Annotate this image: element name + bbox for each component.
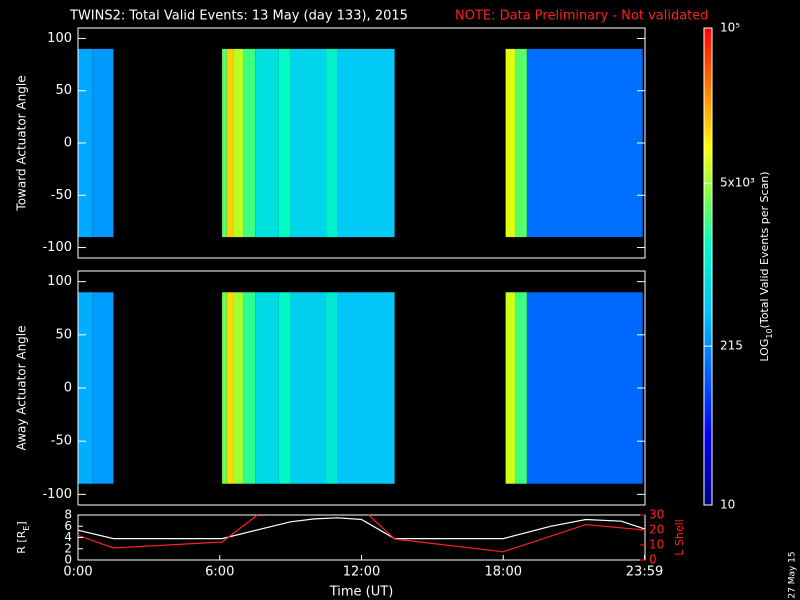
heat-cell <box>505 48 516 238</box>
y-tick-label: 50 <box>55 83 72 98</box>
colorbar-label-part: 10 <box>765 328 774 338</box>
x-tick-label: 18:00 <box>485 565 522 580</box>
y-tick-label: 50 <box>55 327 72 342</box>
heat-cell <box>290 48 327 238</box>
y2-tick-label: 30 <box>649 508 664 522</box>
note: NOTE: Data Preliminary - Not validated <box>455 9 709 24</box>
x-tick-label: 23:59 <box>626 565 663 580</box>
heat-cell <box>326 48 338 238</box>
heat-cell <box>233 48 244 238</box>
heat-cell <box>526 48 643 238</box>
y-tick-label: 6 <box>64 519 72 533</box>
y-axis-label-part: R [R <box>15 530 28 553</box>
y-tick-label: 8 <box>64 508 72 522</box>
y-tick-label: -100 <box>42 240 72 255</box>
y-axis-label: Away Actuator Angle <box>15 325 29 450</box>
colorbar-tick-label: 215 <box>720 339 743 353</box>
y2-tick-label: 0 <box>649 553 657 567</box>
y-tick-label: 0 <box>64 381 72 396</box>
y-tick-label: 100 <box>47 274 72 289</box>
x-tick-label: 12:00 <box>343 565 380 580</box>
colorbar-label-part: LOG <box>758 339 771 362</box>
series-line <box>77 517 646 540</box>
x-tick-label: 6:00 <box>205 565 234 580</box>
y2-axis-label: L Shell <box>673 519 686 555</box>
heat-cell <box>278 292 291 484</box>
heat-cell <box>222 292 227 484</box>
y-tick-label: -50 <box>51 188 72 203</box>
heat-cell <box>92 292 114 484</box>
colorbar-tick-label: 5x10³ <box>720 176 755 190</box>
x-axis-label: Time (UT) <box>329 585 394 600</box>
colorbar-label: LOG10(Total Valid Events per Scan) <box>758 171 774 361</box>
heat-cell <box>337 292 395 484</box>
heat-cell <box>337 48 395 238</box>
colorbar-tick-label: 10⁵ <box>720 21 740 35</box>
y-tick-label: 2 <box>64 541 72 555</box>
colorbar-tick-label: 10 <box>720 498 735 512</box>
y-axis-label: R [RE] <box>15 521 31 553</box>
heat-cell <box>255 48 279 238</box>
heat-cell <box>278 48 291 238</box>
chart-title: TWINS2: Total Valid Events: 13 May (day … <box>69 9 408 24</box>
heat-cell <box>92 48 114 238</box>
y-tick-label: -100 <box>42 487 72 502</box>
colorbar-label-part: (Total Valid Events per Scan) <box>758 171 771 328</box>
heat-cell <box>255 292 279 484</box>
colorbar <box>703 27 713 506</box>
heat-cell <box>290 292 327 484</box>
y-tick-label: 0 <box>64 553 72 567</box>
heat-cell <box>326 292 338 484</box>
y-tick-label: 0 <box>64 136 72 151</box>
series-line <box>77 514 646 553</box>
x-tick-label: 0:00 <box>63 565 92 580</box>
y2-tick-label: 10 <box>649 538 664 552</box>
y-axis-label-part: E <box>22 526 31 531</box>
heat-cell <box>233 292 244 484</box>
y-tick-label: -50 <box>51 434 72 449</box>
y-axis-label-part: ] <box>15 521 28 525</box>
y-tick-label: 4 <box>64 530 72 544</box>
y2-tick-label: 20 <box>649 523 664 537</box>
heat-cell <box>515 292 527 484</box>
heat-cell <box>243 292 256 484</box>
heat-cell <box>226 48 234 238</box>
heat-cell <box>226 292 234 484</box>
heat-cell <box>515 48 527 238</box>
heat-cell <box>505 292 516 484</box>
heat-cell <box>222 48 227 238</box>
footer: 27 May 15 <box>788 551 798 598</box>
heat-cell <box>526 292 643 484</box>
heat-cell <box>243 48 256 238</box>
y-axis-label: Toward Actuator Angle <box>15 75 29 211</box>
y-tick-label: 100 <box>47 31 72 46</box>
